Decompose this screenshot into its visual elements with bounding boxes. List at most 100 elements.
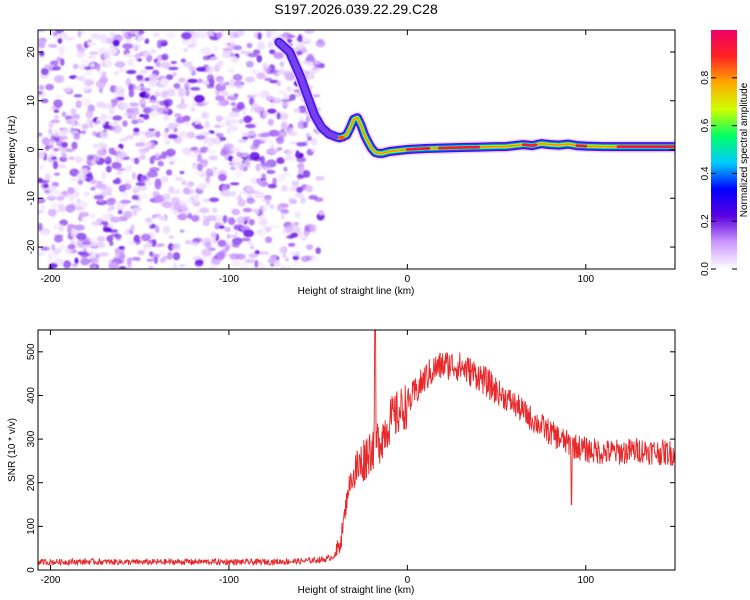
noise-blob [84,173,94,182]
noise-blob [256,55,263,63]
noise-blob [148,79,159,87]
noise-blob [264,77,273,82]
noise-blob [49,60,60,66]
noise-blob [87,39,92,43]
noise-blob [287,265,292,269]
noise-blob [305,185,314,193]
noise-blob [162,225,171,234]
noise-blob [105,165,112,173]
noise-blob [163,129,169,138]
noise-blob [155,225,160,234]
noise-blob [253,93,258,99]
noise-blob [167,251,173,260]
noise-blob [70,122,81,126]
noise-blob [300,197,306,204]
noise-blob [153,256,158,264]
noise-blob [201,248,212,257]
noise-blob [272,177,278,185]
noise-blob [293,107,301,114]
noise-blob [50,253,59,258]
ridge-descent [276,39,339,140]
noise-blob [87,42,97,47]
noise-blob [310,67,321,74]
noise-blob [65,204,76,213]
noise-blob [158,215,168,221]
noise-blob [276,130,288,138]
noise-blob [93,222,99,228]
noise-blob [300,255,311,263]
noise-blob [233,93,239,97]
noise-blob [198,32,209,39]
noise-blob [244,76,256,83]
noise-blob [40,67,49,76]
noise-blob [199,207,210,214]
noise-blob [312,94,321,98]
noise-blob [138,30,145,35]
noise-blob [38,41,46,49]
noise-blob [194,125,204,130]
noise-blob [71,141,78,150]
noise-blob [256,215,264,221]
noise-blob [280,212,285,220]
snr-x-tick-label: 100 [577,575,594,586]
noise-blob [114,86,125,94]
noise-blob [209,32,215,37]
noise-blob [161,151,167,160]
spectrogram-y-tick-label: 10 [26,95,37,107]
noise-blob [197,163,204,172]
noise-blob [262,112,271,116]
noise-blob [130,224,135,232]
noise-blob [277,71,285,76]
noise-blob [84,69,93,76]
noise-blob [205,168,214,177]
noise-blob [190,107,196,112]
noise-blob [126,69,137,75]
noise-blob [281,102,291,108]
noise-blob [181,180,187,185]
noise-blob [98,70,108,77]
noise-blob [78,75,86,82]
noise-blob [195,135,206,140]
colorbar-tick-label: 0.6 [700,118,711,132]
noise-blob [260,155,266,165]
noise-blob [93,153,101,162]
noise-blob [230,39,235,46]
noise-blob [112,125,122,134]
noise-blob [310,148,317,152]
noise-blob [220,148,228,157]
noise-blob [260,110,264,117]
noise-blob [50,202,59,209]
noise-blob [40,204,46,211]
noise-blob [221,122,226,128]
noise-blob [258,219,268,227]
noise-blob [258,180,269,187]
noise-blob [81,216,86,224]
noise-blob [254,259,259,268]
noise-blob [294,211,301,219]
noise-blob [84,66,92,70]
noise-blob [306,244,314,251]
noise-blob [145,93,150,100]
noise-blob [43,230,48,237]
noise-blob [229,253,240,260]
noise-blob [139,136,147,144]
noise-blob [180,58,186,63]
spectrogram-y-axis-label: Frequency (Hz) [7,116,18,185]
noise-blob [39,164,44,171]
noise-blob [225,244,230,251]
noise-blob [64,87,70,93]
noise-blob [307,53,314,60]
noise-blob [112,115,123,121]
noise-blob [116,167,126,171]
noise-blob [124,53,135,59]
noise-blob [91,122,97,127]
noise-blob [59,244,66,250]
snr-x-tick-label: -200 [40,575,60,586]
noise-blob [126,257,133,261]
noise-blob [269,49,276,55]
noise-blob [173,202,181,211]
noise-blob [167,134,178,139]
noise-blob [79,201,89,208]
noise-blob [52,223,58,231]
colorbar-tick-label: 0.2 [700,214,711,228]
